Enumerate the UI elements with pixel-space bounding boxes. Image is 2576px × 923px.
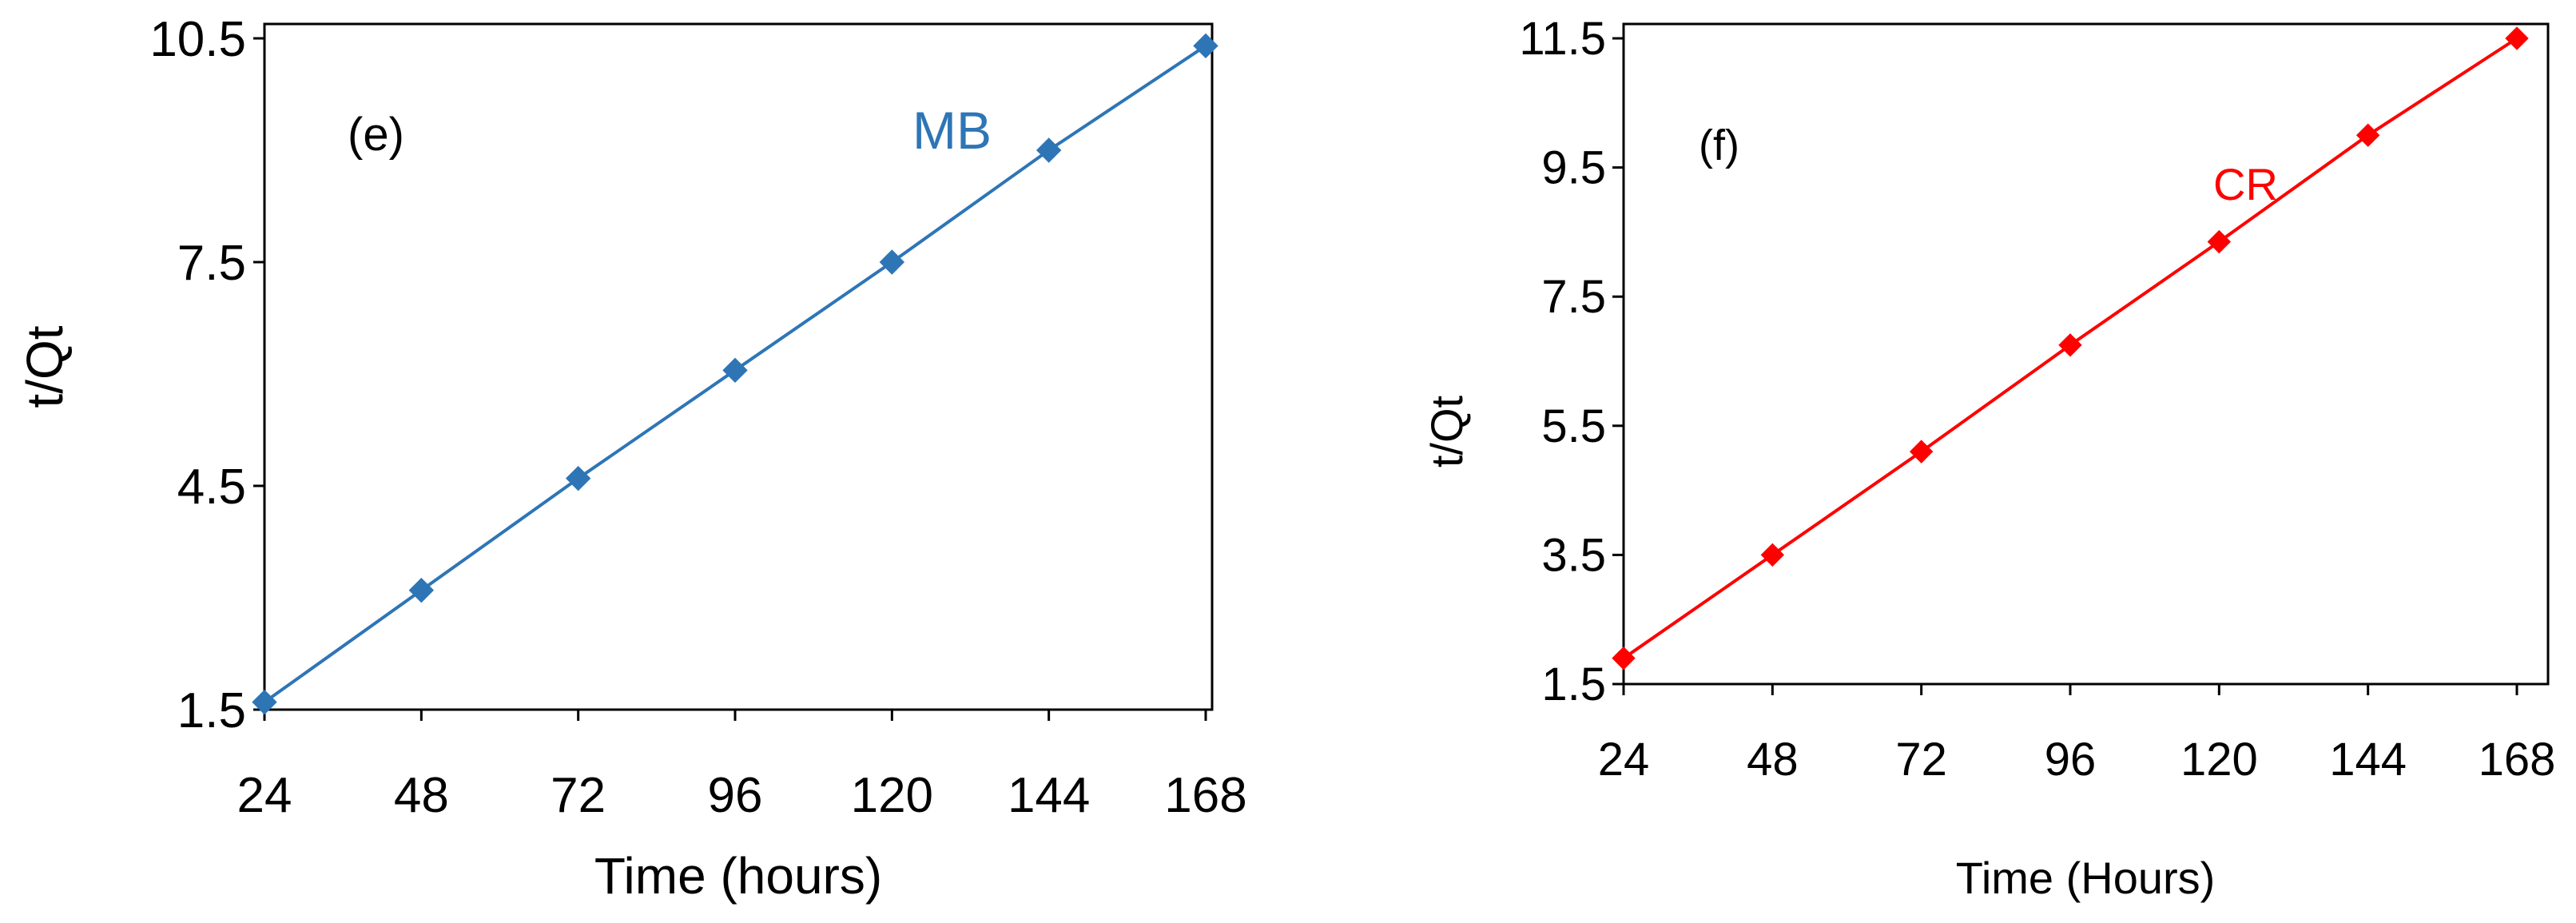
chart-e-y-tick-label: 10.5 [149, 12, 246, 67]
chart-e-x-tick-label: 120 [851, 768, 933, 823]
chart-e-series-label-mb: MB [912, 101, 992, 160]
chart-f-x-axis-title: Time (Hours) [1956, 853, 2216, 903]
chart-e-x-axis-title: Time (hours) [594, 847, 882, 905]
chart-e-series [252, 33, 1218, 715]
chart-f-x-tick-label: 144 [2329, 734, 2407, 786]
chart-e-x-tick-label: 168 [1164, 768, 1246, 823]
chart-e-x-tick-label: 24 [237, 768, 292, 823]
chart-f-y-tick-label: 7.5 [1541, 271, 1606, 323]
chart-f-data-point [1612, 646, 1636, 670]
chart-e-x-tick-label: 144 [1008, 768, 1090, 823]
chart-e-data-point [565, 465, 591, 491]
chart-f-y-tick-label: 11.5 [1519, 13, 1606, 65]
chart-e: 1.5 4.5 7.5 10.5 24 48 72 96 120 144 168 (e) Time… [16, 12, 1247, 905]
chart-f-y-ticks: 1.5 3.5 5.5 7.5 9.5 11.5 [1519, 13, 1624, 710]
chart-f-series [1612, 26, 2529, 670]
chart-e-y-ticks: 1.5 4.5 7.5 10.5 [149, 12, 264, 738]
chart-f-x-tick-label: 24 [1598, 734, 1650, 786]
chart-f-x-tick-label: 72 [1895, 734, 1947, 786]
chart-e-y-tick-label: 1.5 [177, 683, 246, 738]
chart-f-series-label-cr: CR [2213, 159, 2278, 209]
chart-e-x-ticks: 24 48 72 96 120 144 168 [237, 710, 1247, 823]
chart-f-x-tick-label: 48 [1747, 734, 1799, 786]
chart-e-data-point [1036, 137, 1062, 163]
chart-e-x-tick-label: 96 [708, 768, 763, 823]
chart-e-y-tick-label: 4.5 [177, 460, 246, 515]
chart-f-x-tick-label: 96 [2045, 734, 2097, 786]
chart-f-data-point [1760, 543, 1785, 567]
chart-f: 1.5 3.5 5.5 7.5 9.5 11.5 24 48 72 96 120 144 168 (f… [1421, 13, 2555, 903]
chart-f-data-point [2505, 26, 2529, 50]
chart-f-data-point [2207, 229, 2232, 254]
chart-e-panel-label: (e) [348, 109, 404, 161]
chart-f-plot-area [1622, 22, 2550, 686]
chart-f-x-ticks: 24 48 72 96 120 144 168 [1598, 684, 2556, 786]
chart-f-data-point [1909, 440, 1934, 463]
chart-e-data-point [722, 357, 748, 384]
chart-f-data-point [2355, 123, 2380, 147]
chart-f-y-tick-label: 1.5 [1541, 658, 1606, 710]
chart-f-panel-label: (f) [1699, 121, 1739, 169]
chart-f-y-tick-label: 9.5 [1541, 142, 1606, 194]
chart-f-y-tick-label: 5.5 [1541, 400, 1606, 452]
chart-f-data-point [2058, 333, 2082, 357]
chart-e-plot-area [263, 22, 1214, 711]
chart-f-x-tick-label: 168 [2479, 734, 2556, 786]
chart-e-x-tick-label: 72 [551, 768, 606, 823]
chart-e-data-point [1193, 33, 1218, 59]
chart-e-x-tick-label: 48 [394, 768, 449, 823]
chart-f-y-axis-title: t/Qt [1421, 395, 1472, 467]
chart-e-data-point [408, 577, 435, 603]
chart-e-data-point [879, 249, 905, 275]
chart-e-y-tick-label: 7.5 [177, 236, 246, 291]
chart-e-y-axis-title: t/Qt [16, 325, 74, 408]
chart-f-y-tick-label: 3.5 [1541, 529, 1606, 581]
chart-e-data-point [252, 689, 277, 715]
chart-f-x-tick-label: 120 [2180, 734, 2258, 786]
